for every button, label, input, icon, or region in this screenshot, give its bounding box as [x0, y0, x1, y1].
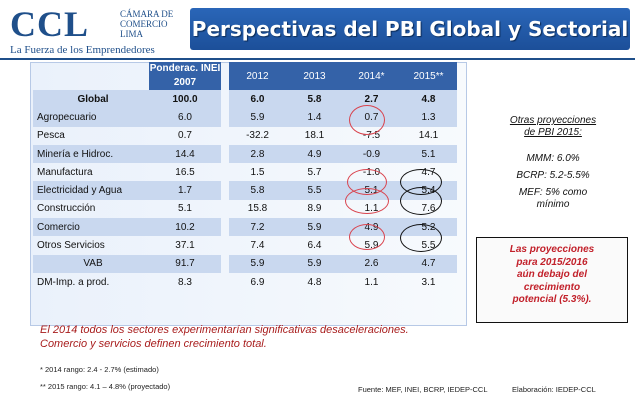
cell-2013: 5.7 [307, 166, 322, 178]
table-row: DM-Imp. a prod. 8.3 6.9 4.8 1.1 3.1 [33, 273, 457, 291]
cell-2013: 5.8 [286, 90, 343, 109]
cell-pond: 5.1 [178, 203, 192, 215]
cell-2012: 15.8 [247, 203, 268, 215]
ccl-logo: CCL CÁMARA DE COMERCIO LIMA La Fuerza de… [10, 4, 180, 56]
source-note: Fuente: MEF, INEI, BCRP, IEDEP-CCL [358, 385, 488, 394]
cell-pond: 10.2 [149, 218, 221, 237]
highlight-circle-global-2014 [349, 105, 385, 135]
logo-tagline: La Fuerza de los Emprendedores [10, 44, 155, 56]
cell-2014: -7.5 [362, 130, 381, 142]
cell-2013: 6.4 [307, 240, 322, 252]
header-2012: 2012 [229, 62, 286, 90]
cell-2015: 1.3 [400, 108, 457, 127]
table-row: Agropecuario 6.0 5.9 1.4 0.7 1.3 [33, 108, 457, 127]
note-line-2: Comercio y servicios definen crecimiento… [40, 338, 267, 350]
cell-2012: 1.5 [250, 166, 265, 178]
row-label: Pesca [37, 130, 65, 142]
cell-2012: 5.8 [229, 181, 286, 200]
cell-2013: 5.5 [286, 181, 343, 200]
note-line-1: El 2014 todos los sectores experimentarí… [40, 324, 409, 336]
cell-pond: 16.5 [175, 166, 195, 178]
header: CCL CÁMARA DE COMERCIO LIMA La Fuerza de… [0, 0, 635, 60]
cell-2012: 5.9 [229, 108, 286, 127]
cell-pond: 100.0 [149, 90, 221, 109]
row-label: VAB [33, 254, 149, 273]
table-row: Minería e Hidroc. 14.4 2.8 4.9 -0.9 5.1 [33, 144, 457, 164]
projection-bcrp: BCRP: 5.2-5.5% [516, 170, 590, 181]
cell-pond: 1.7 [149, 181, 221, 200]
table-row: Construcción 5.1 15.8 8.9 1.1 7.6 [33, 200, 457, 218]
row-label: Construcción [37, 203, 96, 215]
cell-2013: 8.9 [307, 203, 322, 215]
row-label: DM-Imp. a prod. [37, 276, 110, 288]
cell-2012: -32.2 [246, 130, 269, 142]
cell-2014: 2.7 [343, 90, 400, 109]
table-row: Global 100.0 6.0 5.8 2.7 4.8 [33, 90, 457, 109]
cell-pond: 8.3 [178, 276, 192, 288]
highlight-circle-construccion-2014 [349, 224, 385, 250]
table-row: VAB 91.7 5.9 5.9 2.6 4.7 [33, 254, 457, 273]
cell-2012: 7.2 [229, 218, 286, 237]
highlight-circle-construccion-2015 [400, 224, 442, 252]
table-row: Electricidad y Agua 1.7 5.8 5.5 5.1 5.4 [33, 181, 457, 200]
cell-2013: 4.8 [307, 276, 322, 288]
logo-org-name: CÁMARA DE COMERCIO LIMA [120, 9, 174, 39]
other-projections-title: Otras proyecciones de PBI 2015: [509, 115, 597, 138]
cell-2015: 4.7 [400, 254, 457, 273]
projection-mef: MEF: 5% como mínimo [518, 187, 588, 210]
cell-2015: 14.1 [418, 130, 439, 142]
cell-2014: -0.9 [343, 144, 400, 164]
cell-2014: 2.6 [343, 254, 400, 273]
cell-2012: 7.4 [250, 240, 265, 252]
table-header-row: Ponderac. INEI 2007 2012 2013 2014* 2015… [33, 62, 457, 90]
cell-pond: 37.1 [175, 240, 195, 252]
header-ponderacion: Ponderac. INEI 2007 [149, 62, 221, 90]
row-label: Manufactura [37, 166, 93, 178]
table-row: Pesca 0.7 -32.2 18.1 -7.5 14.1 [33, 127, 457, 145]
cell-2012: 2.8 [229, 144, 286, 164]
cell-2015: 4.8 [400, 90, 457, 109]
cell-2012: 6.9 [250, 276, 265, 288]
cell-2012: 5.9 [229, 254, 286, 273]
header-2013: 2013 [286, 62, 343, 90]
cell-2015: 5.1 [400, 144, 457, 164]
gdp-table: Ponderac. INEI 2007 2012 2013 2014* 2015… [33, 62, 457, 291]
cell-2013: 4.9 [286, 144, 343, 164]
cell-2012: 6.0 [229, 90, 286, 109]
elaboration-note: Elaboración: IEDEP-CCL [512, 385, 596, 394]
logo-mark: CCL [10, 4, 90, 44]
header-2015: 2015** [400, 62, 457, 90]
row-label: Agropecuario [33, 108, 149, 127]
title-band: Perspectivas del PBI Global y Sectorial [190, 8, 630, 50]
cell-2013: 5.9 [286, 218, 343, 237]
cell-2015: 3.1 [421, 276, 436, 288]
header-blank [33, 62, 149, 90]
row-label: Global [33, 90, 149, 109]
row-label: Minería e Hidroc. [33, 144, 149, 164]
footnote-2014: * 2014 rango: 2.4 - 2.7% (estimado) [40, 365, 159, 374]
highlight-circle-manufactura-2015 [400, 187, 442, 215]
cell-2014: 1.1 [364, 276, 379, 288]
table-row: Comercio 10.2 7.2 5.9 4.9 5.2 [33, 218, 457, 237]
table-row: Otros Servicios 37.1 7.4 6.4 5.9 5.5 [33, 236, 457, 254]
cell-pond: 6.0 [149, 108, 221, 127]
header-divider [0, 58, 635, 60]
footnote-2015: ** 2015 rango: 4.1 – 4.8% (proyectado) [40, 382, 171, 391]
row-label: Electricidad y Agua [33, 181, 149, 200]
highlight-circle-manufactura-2014 [345, 188, 389, 214]
cell-pond: 14.4 [149, 144, 221, 164]
cell-2013: 5.9 [286, 254, 343, 273]
cell-pond: 0.7 [178, 130, 192, 142]
row-label: Otros Servicios [37, 240, 105, 252]
cell-2013: 1.4 [286, 108, 343, 127]
projection-mmm: MMM: 6.0% [526, 153, 580, 164]
table-row: Manufactura 16.5 1.5 5.7 -1.0 4.7 [33, 163, 457, 181]
header-2014: 2014* [343, 62, 400, 90]
row-label: Comercio [33, 218, 149, 237]
cell-pond: 91.7 [149, 254, 221, 273]
potential-growth-callout: Las proyecciones para 2015/2016 aún deba… [476, 237, 628, 323]
page-title: Perspectivas del PBI Global y Sectorial [191, 17, 629, 41]
cell-2013: 18.1 [304, 130, 325, 142]
